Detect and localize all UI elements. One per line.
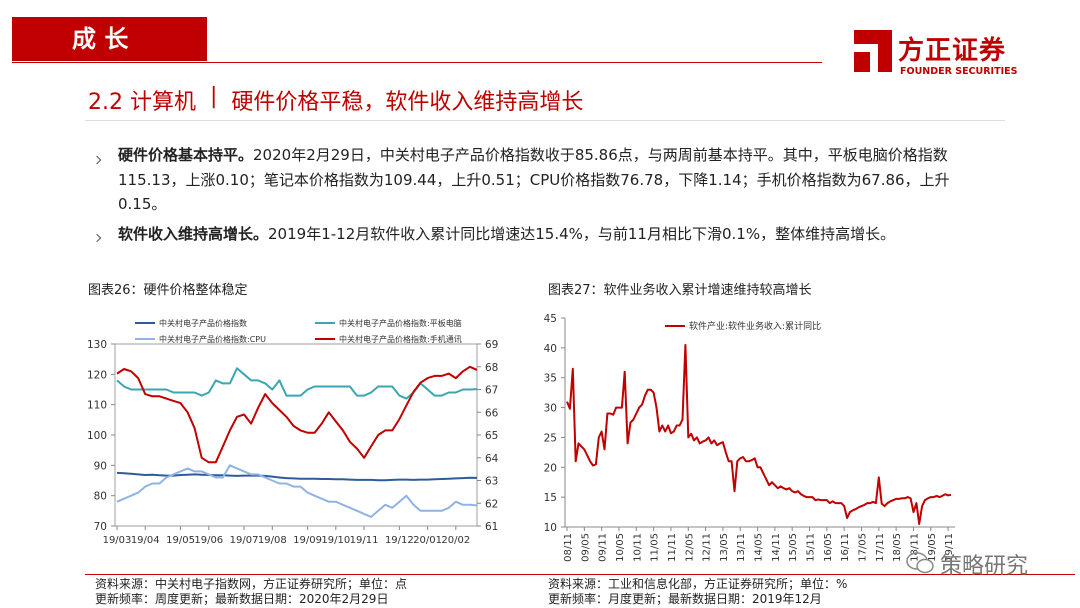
y-tick-label: 40 — [544, 343, 557, 355]
y-tick-label: 20 — [544, 462, 557, 474]
series-line — [116, 471, 478, 482]
y2-tick-label: 67 — [485, 385, 498, 397]
heading-rule — [85, 120, 1005, 121]
x-tick-label: 19/11 — [350, 535, 379, 546]
legend-label: 中关村电子产品价格指数:平板电脑 — [339, 318, 462, 328]
y2-tick-label: 61 — [485, 521, 498, 533]
x-tick-label: 10/05 — [615, 533, 626, 562]
x-tick-label: 08/11 — [563, 533, 574, 562]
heading-text: 硬件价格平稳，软件收入维持高增长 — [231, 90, 584, 115]
y2-tick-label: 66 — [485, 407, 499, 419]
x-tick-label: 19/10 — [321, 535, 350, 546]
legend-label: 中关村电子产品价格指数 — [159, 318, 247, 328]
logo-text: 方正证券 — [898, 36, 1007, 66]
y2-tick-label: 64 — [485, 453, 499, 465]
y-tick-label: 70 — [94, 521, 107, 533]
x-tick-label: 17/05 — [857, 533, 868, 562]
series-line — [116, 365, 478, 464]
x-tick-label: 19/03 — [103, 535, 132, 546]
y-tick-label: 30 — [544, 403, 557, 415]
x-tick-label: 12/05 — [684, 533, 695, 562]
y-tick-label: 25 — [544, 432, 557, 444]
x-tick-label: 19/05 — [166, 535, 195, 546]
x-tick-label: 13/05 — [719, 533, 730, 562]
watermark-icon — [906, 552, 934, 574]
x-tick-label: 20/02 — [441, 535, 470, 546]
x-tick-label: 14/11 — [771, 533, 782, 562]
x-tick-label: 12/11 — [702, 533, 713, 562]
x-tick-label: 20/01 — [413, 535, 442, 546]
y2-tick-label: 65 — [485, 430, 498, 442]
plot-frame — [114, 343, 478, 527]
update-line: 更新频率：月度更新；最新数据日期：2019年12月 — [548, 592, 822, 606]
x-tick-label: 19/12 — [385, 535, 414, 546]
x-tick-label: 18/05 — [892, 533, 903, 562]
x-tick-label: 13/11 — [736, 533, 747, 562]
source-line: 资料来源：中关村电子指数网，方正证券研究所；单位：点 — [95, 577, 408, 591]
y2-tick-label: 63 — [485, 476, 498, 488]
source: 资料来源：工业和信息化部，方正证券研究所；单位：% 更新频率：月度更新；最新数据日… — [548, 577, 847, 607]
x-tick-label: 14/05 — [754, 533, 765, 562]
x-tick-label: 19/11 — [944, 533, 955, 562]
x-tick-label: 18/11 — [909, 533, 920, 562]
source-line: 资料来源：工业和信息化部，方正证券研究所；单位：% — [548, 577, 848, 591]
series-line — [116, 464, 478, 518]
source: 资料来源：中关村电子指数网，方正证券研究所；单位：点 更新频率：周度更新；最新数据… — [95, 577, 407, 607]
section-tag: 成 长 — [12, 17, 207, 61]
y-tick-label: 110 — [87, 400, 107, 412]
x-tick-label: 11/05 — [650, 533, 661, 562]
legend-label: 软件产业:软件业务收入:累计同比 — [689, 320, 821, 332]
x-tick-label: 19/04 — [131, 535, 160, 546]
x-tick-label: 16/11 — [840, 533, 851, 562]
bullet-text: 2019年1-12月软件收入累计同比增速达15.4%，与前11月相比下滑0.1%… — [268, 225, 896, 243]
update-line: 更新频率：周度更新；最新数据日期：2020年2月29日 — [95, 592, 389, 606]
watermark: 策略研究 — [940, 554, 1029, 579]
y-tick-label: 15 — [544, 492, 557, 504]
bullet: 软件收入维持高增长。2019年1-12月软件收入累计同比增速达15.4%，与前1… — [118, 222, 958, 247]
x-tick-label: 15/05 — [788, 533, 799, 562]
x-tick-label: 16/05 — [823, 533, 834, 562]
y-tick-label: 45 — [544, 313, 557, 325]
x-tick-label: 17/11 — [875, 533, 886, 562]
x-tick-label: 19/06 — [194, 535, 223, 546]
heading-number: 2.2 计算机 — [88, 90, 196, 115]
y-tick-label: 130 — [87, 339, 107, 351]
y2-tick-label: 68 — [485, 362, 498, 374]
y-tick-label: 80 — [94, 491, 107, 503]
bullet-bold: 硬件价格基本持平。 — [118, 146, 254, 164]
y-tick-label: 120 — [87, 369, 107, 381]
x-tick-label: 19/05 — [927, 533, 938, 562]
bullet: 硬件价格基本持平。2020年2月29日，中关村电子产品价格指数收于85.86点，… — [118, 143, 958, 217]
x-tick-label: 19/08 — [258, 535, 287, 546]
y-tick-label: 90 — [94, 460, 107, 472]
header-rule — [12, 62, 822, 63]
footer-rule — [85, 574, 1075, 575]
x-tick-label: 19/07 — [230, 535, 259, 546]
heading-separator: | — [209, 84, 218, 109]
x-tick-label: 19/09 — [293, 535, 322, 546]
series-line — [116, 367, 478, 400]
chart-title: 图表27：软件业务收入累计增速维持较高增长 — [548, 283, 812, 298]
legend-label: 中关村电子产品价格指数:CPU — [159, 334, 266, 344]
chart-title: 图表26：硬件价格整体稳定 — [88, 283, 248, 298]
x-tick-label: 11/11 — [667, 533, 678, 562]
x-tick-label: 09/05 — [580, 533, 591, 562]
bullet-text: 2020年2月29日，中关村电子产品价格指数收于85.86点，与两周前基本持平。… — [118, 146, 950, 213]
legend-label: 中关村电子产品价格指数:手机通讯 — [339, 334, 462, 344]
y-tick-label: 35 — [544, 373, 557, 385]
y2-tick-label: 69 — [485, 339, 498, 351]
x-tick-label: 15/11 — [806, 533, 817, 562]
logo-subtext: FOUNDER SECURITIES — [900, 66, 1018, 77]
y-tick-label: 100 — [87, 430, 107, 442]
y-tick-label: 10 — [544, 522, 557, 534]
x-tick-label: 09/11 — [598, 533, 609, 562]
bullet-bold: 软件收入维持高增长。 — [118, 225, 269, 243]
series-line — [566, 343, 952, 525]
y2-tick-label: 62 — [485, 498, 498, 510]
x-tick-label: 10/11 — [632, 533, 643, 562]
heading: 2.2 计算机 | 硬件价格平稳，软件收入维持高增长 — [88, 84, 583, 116]
logo-icon — [854, 30, 892, 72]
